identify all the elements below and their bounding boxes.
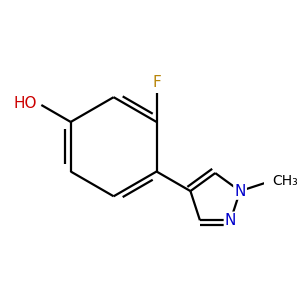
Text: F: F [152,75,161,90]
Text: HO: HO [14,96,38,111]
Text: N: N [234,184,246,199]
Text: N: N [225,213,236,228]
Text: CH₃: CH₃ [272,174,298,188]
